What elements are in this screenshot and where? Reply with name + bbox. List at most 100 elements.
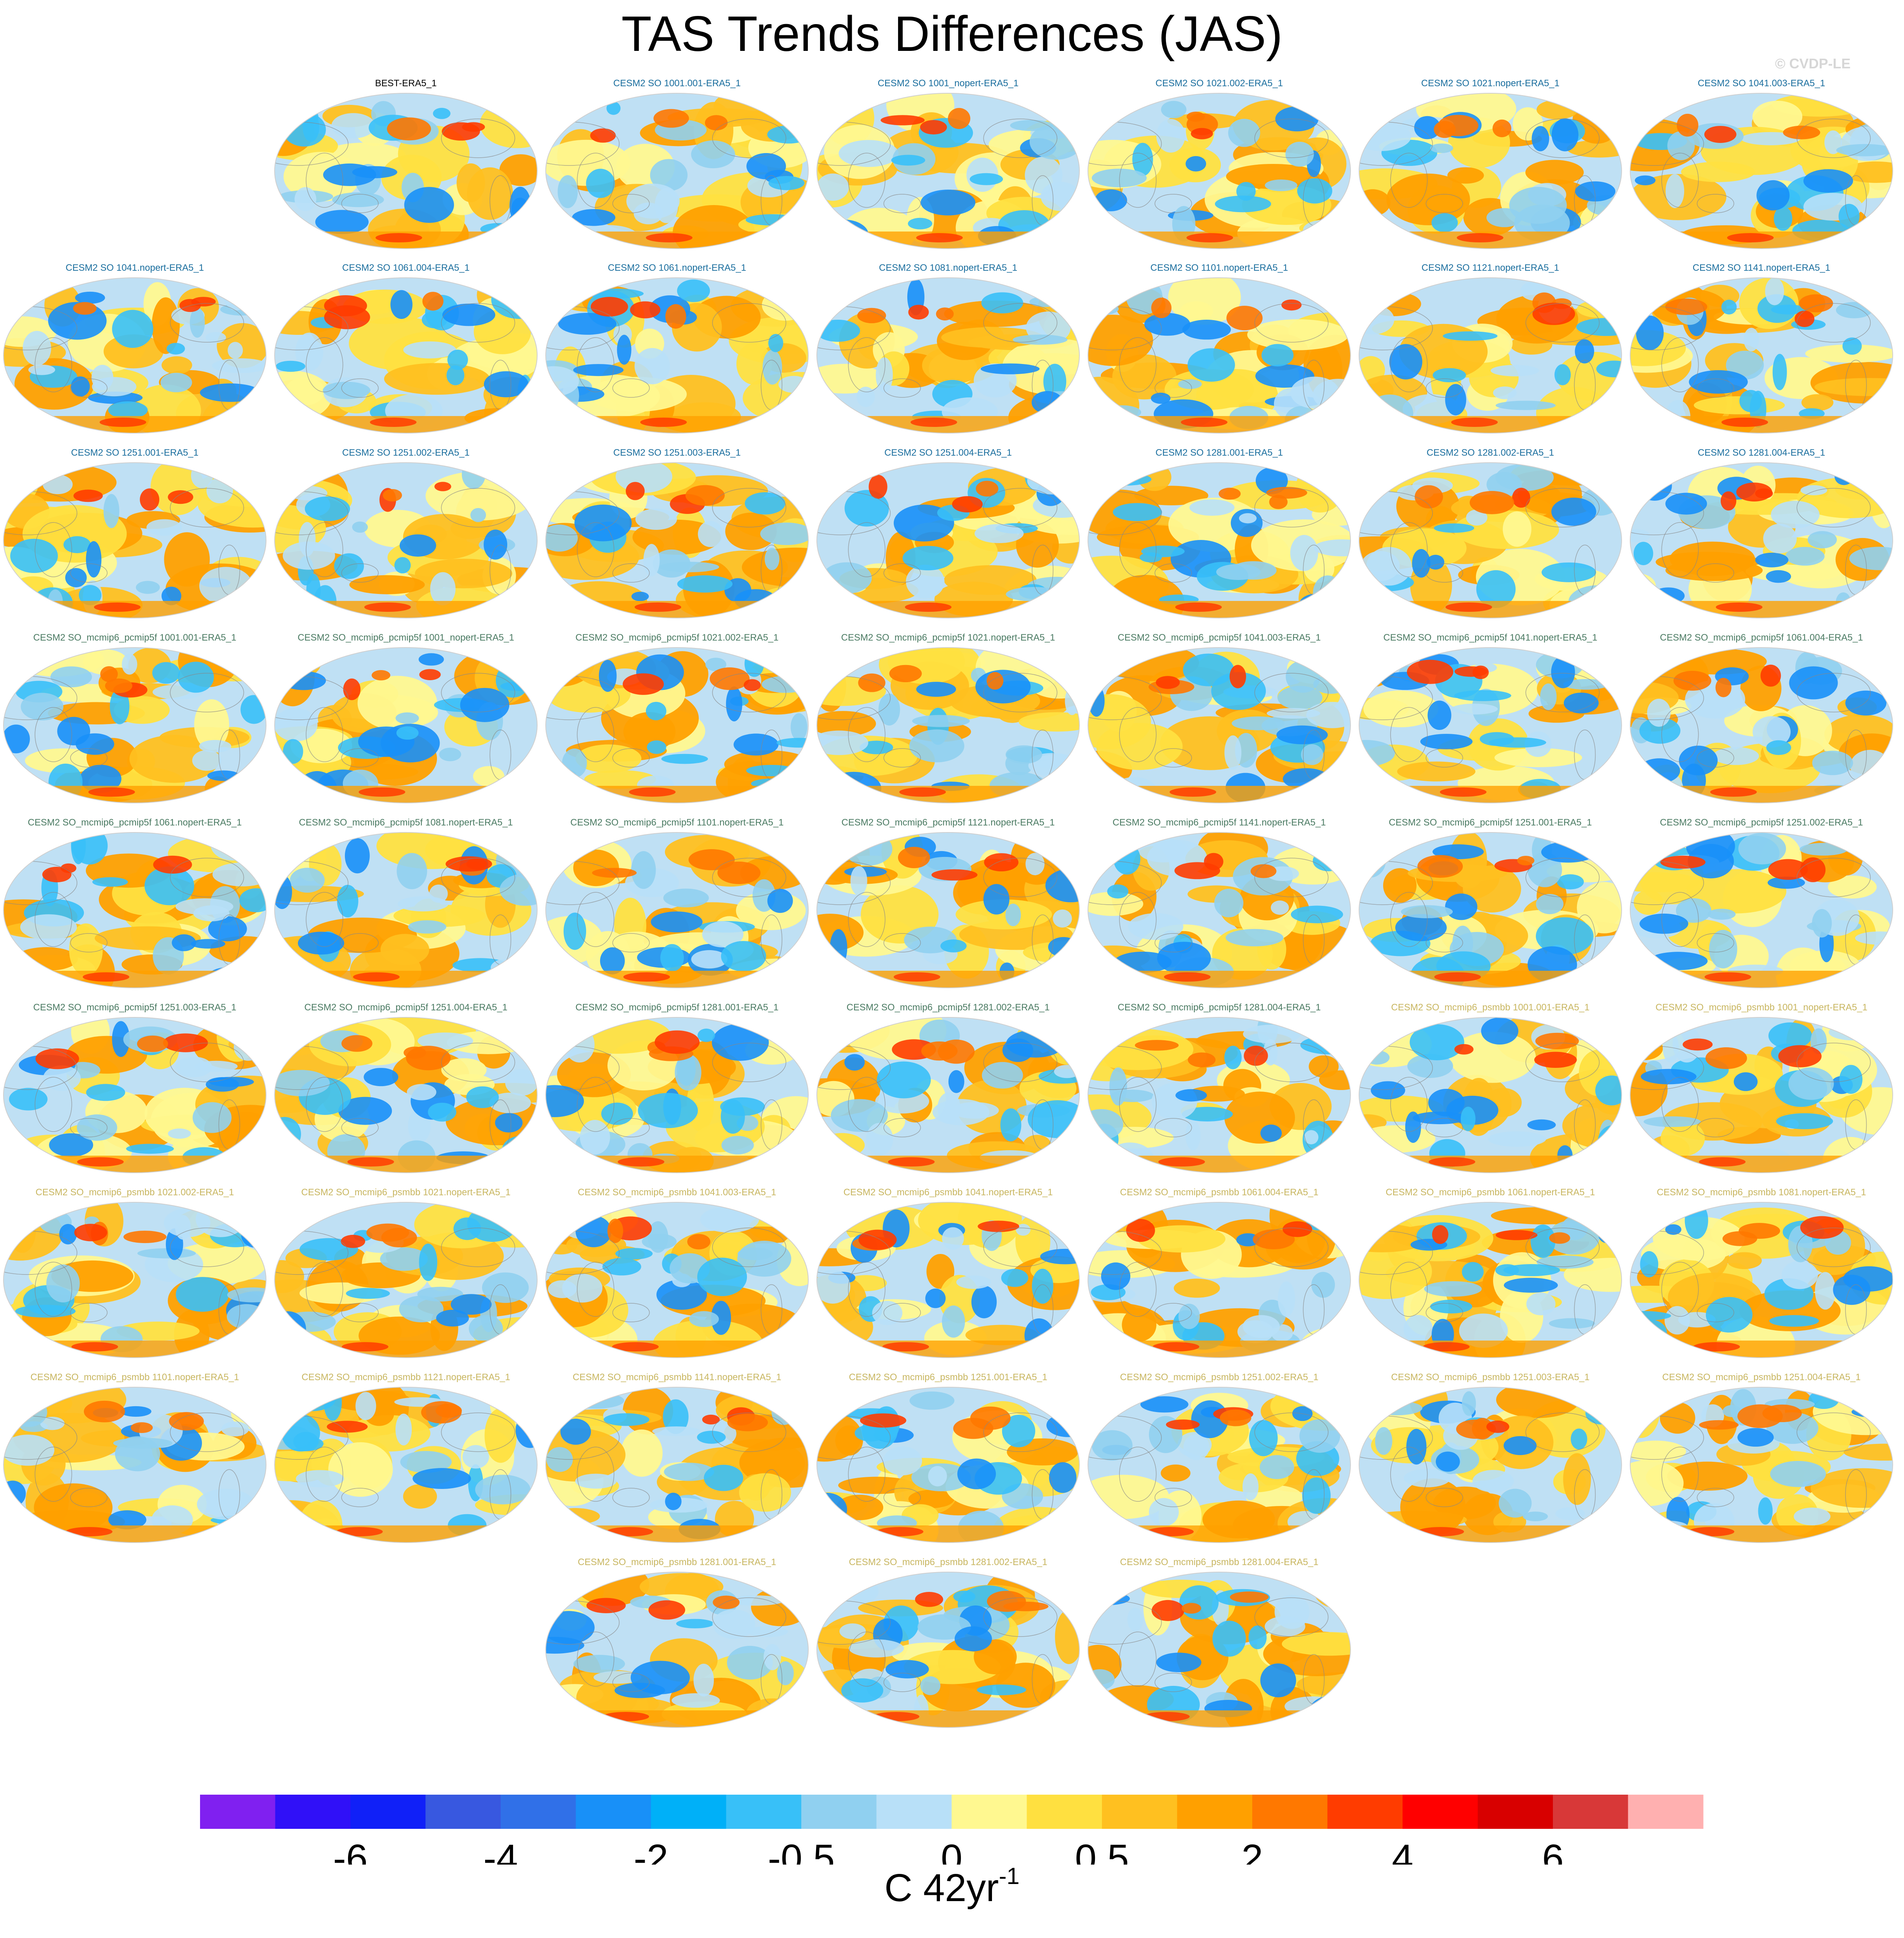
southern-band-hotspot <box>1429 1157 1476 1167</box>
strong-warm-spot <box>1407 660 1453 684</box>
coastline <box>1254 488 1329 528</box>
cool-anomaly-patch <box>1575 339 1594 364</box>
cool-anomaly-patch <box>745 492 785 515</box>
cool-anomaly-patch <box>1290 535 1318 571</box>
coastline <box>341 563 379 583</box>
cool-anomaly-patch <box>395 1414 412 1445</box>
cool-anomaly-patch <box>144 866 195 905</box>
map-field <box>1630 463 1893 618</box>
map-field <box>817 832 1079 988</box>
colorbar-tick-label: -0.5 <box>768 1837 835 1865</box>
cool-anomaly-patch <box>1530 1224 1556 1258</box>
cool-anomaly-patch <box>10 538 58 573</box>
strong-warm-spot <box>1438 115 1479 136</box>
cool-anomaly-patch <box>546 1637 585 1654</box>
map-border <box>816 93 1080 249</box>
map-panel: CESM2 SO_mcmip6_pcmip5f 1001.001-ERA5_1 <box>3 632 266 803</box>
map-field <box>1088 1572 1351 1727</box>
cool-anomaly-patch <box>462 1445 489 1469</box>
coastline <box>1661 337 1699 392</box>
warm-anomaly-patch <box>1752 101 1803 133</box>
map-border <box>1088 277 1351 434</box>
cool-anomaly-patch <box>1029 296 1062 307</box>
map-border <box>1088 462 1351 618</box>
cool-anomaly-patch <box>1249 1420 1278 1456</box>
cool-anomaly-patch <box>1304 1130 1319 1144</box>
panel-title: CESM2 SO 1281.002-ERA5_1 <box>1427 447 1554 458</box>
cool-anomaly-patch <box>1641 1069 1697 1085</box>
map-field <box>1630 1017 1893 1173</box>
strong-warm-spot <box>987 672 1004 690</box>
cool-anomaly-patch <box>146 519 182 536</box>
southern-band <box>1359 971 1622 988</box>
coastline <box>1425 1488 1463 1507</box>
cool-anomaly-patch <box>1685 1202 1708 1239</box>
panel-title: CESM2 SO_mcmip6_pcmip5f 1251.001-ERA5_1 <box>1389 817 1592 828</box>
coastline <box>577 1077 614 1132</box>
coastline <box>1254 673 1329 712</box>
southern-band-hotspot <box>905 602 952 612</box>
cool-anomaly-patch <box>460 688 510 722</box>
southern-band <box>1630 971 1893 988</box>
coastline <box>1697 933 1734 952</box>
coastline <box>1154 933 1192 952</box>
map-field <box>546 463 808 618</box>
coastline <box>170 1043 244 1082</box>
map-border <box>274 93 538 249</box>
warm-anomaly-patch <box>1496 1387 1580 1418</box>
panel-title: CESM2 SO 1281.001-ERA5_1 <box>1156 447 1283 458</box>
warm-anomaly-patch <box>1363 690 1439 728</box>
warm-anomaly-patch <box>1727 1252 1762 1269</box>
coastline <box>1390 522 1428 577</box>
strong-warm-spot <box>435 1403 462 1418</box>
coastline <box>983 1412 1058 1452</box>
map-border <box>1359 462 1622 618</box>
cool-anomaly-patch <box>239 888 266 912</box>
strong-warm-spot <box>1800 857 1826 883</box>
strong-warm-spot <box>953 1418 994 1439</box>
warm-anomaly-patch <box>473 766 505 787</box>
strong-warm-spot <box>371 670 390 681</box>
map-panel: CESM2 SO 1021.nopert-ERA5_1 <box>1359 78 1622 249</box>
cool-anomaly-patch <box>59 1224 77 1245</box>
coastline <box>1390 1077 1428 1132</box>
strong-warm-spot <box>590 128 616 143</box>
cool-anomaly-patch <box>80 764 122 793</box>
panel-title: CESM2 SO 1141.nopert-ERA5_1 <box>1693 263 1830 273</box>
cool-anomaly-patch <box>63 536 91 553</box>
coastline <box>1119 1447 1157 1502</box>
cool-anomaly-patch <box>484 371 529 397</box>
strong-warm-spot <box>1704 126 1737 143</box>
cool-anomaly-patch <box>1713 747 1759 765</box>
warm-anomaly-patch <box>1088 315 1153 366</box>
cool-anomaly-patch <box>364 1068 399 1087</box>
coastline <box>612 563 650 583</box>
colorbar-swatch <box>350 1795 426 1829</box>
southern-band <box>1630 786 1893 803</box>
cool-anomaly-patch <box>1095 189 1127 211</box>
cool-anomaly-patch <box>1335 1234 1351 1252</box>
strong-warm-spot <box>1783 125 1820 139</box>
cool-anomaly-patch <box>197 1489 254 1520</box>
cool-anomaly-patch <box>1317 1695 1336 1727</box>
cool-anomaly-patch <box>1536 894 1564 914</box>
southern-band-hotspot <box>634 602 681 612</box>
coastline <box>1254 858 1329 897</box>
map-border <box>545 1572 809 1728</box>
panel-title: CESM2 SO 1251.003-ERA5_1 <box>613 447 741 458</box>
map-field <box>1088 648 1351 803</box>
coastline <box>612 1673 650 1692</box>
cool-anomaly-patch <box>1824 130 1842 154</box>
cool-anomaly-patch <box>908 218 933 230</box>
warm-anomaly-patch <box>1161 1464 1190 1482</box>
strong-warm-spot <box>1187 111 1205 122</box>
cool-anomaly-patch <box>381 724 440 763</box>
cool-anomaly-patch <box>1723 1405 1741 1417</box>
coastline <box>1697 1488 1734 1507</box>
map-border <box>545 1017 809 1173</box>
cool-anomaly-patch <box>746 153 786 179</box>
strong-warm-spot <box>366 1223 409 1242</box>
strong-warm-spot <box>1736 482 1772 501</box>
cool-anomaly-patch <box>771 1400 796 1425</box>
map-panel: CESM2 SO 1251.001-ERA5_1 <box>3 447 266 618</box>
